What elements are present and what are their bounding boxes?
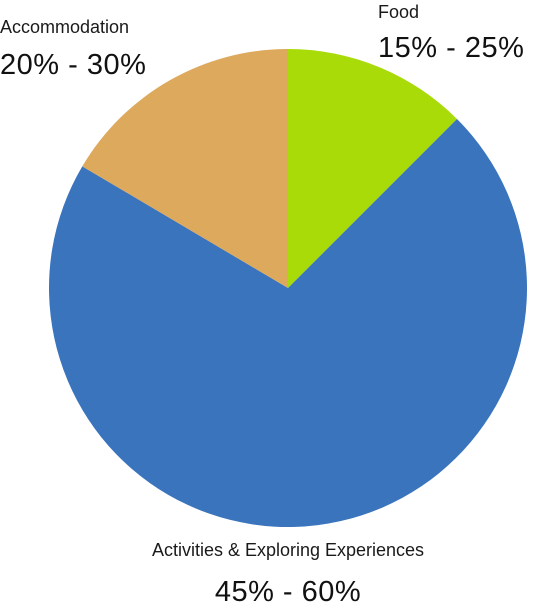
slice-name-activities: Activities & Exploring Experiences (151, 540, 425, 560)
slice-label-food: Food 15% - 25% (378, 1, 524, 65)
slice-range-food: 15% - 25% (378, 32, 525, 64)
slice-range-activities: 45% - 60% (214, 576, 362, 608)
slice-label-accommodation: Accommodation 20% - 30% (0, 16, 146, 82)
pie-slice-accommodation (82, 49, 288, 288)
pie-slice-food (288, 49, 457, 288)
slice-range-accommodation: 20% - 30% (0, 49, 147, 81)
slice-name-accommodation: Accommodation (0, 17, 130, 37)
slice-label-activities: Activities & Exploring Experiences 45% -… (0, 539, 539, 609)
pie-slices (49, 49, 528, 528)
slice-name-food: Food (378, 2, 420, 22)
pie-slice-activities-exploring-experiences (49, 119, 528, 528)
